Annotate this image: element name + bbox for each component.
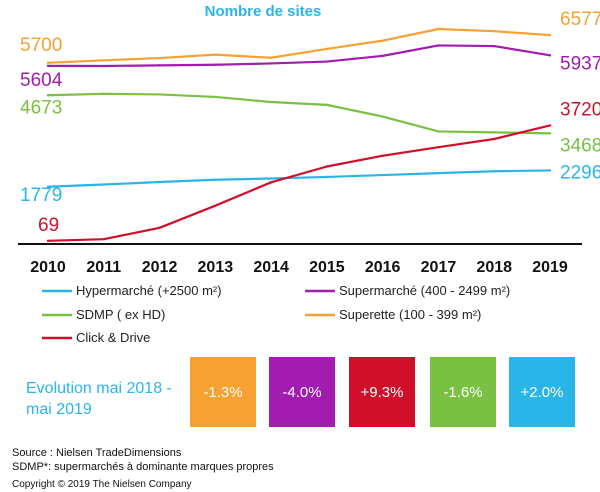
data-point-supermarch-400-2499-m-2014 (269, 62, 273, 65)
data-point-superette-100-399-m-2013 (214, 53, 217, 56)
x-tick-2016: 2016 (365, 259, 401, 276)
x-tick-2013: 2013 (198, 259, 234, 276)
line-chart: Nombre de sites 1779 2296 5604 5937 4673 3468… (18, 3, 600, 345)
legend-label-sdmp-ex-hd: SDMP ( ex HD) (76, 307, 165, 322)
data-point-supermarch-400-2499-m-2015 (325, 60, 329, 63)
evolution-label: Evolution mai 2018 - mai 2019 (26, 380, 172, 418)
end-label-superette-100-399-m: 6577 (560, 9, 600, 30)
data-point-sdmp-ex-hd-2011 (102, 92, 105, 96)
x-tick-2012: 2012 (142, 259, 178, 276)
data-point-click-drive-2019 (548, 124, 552, 127)
data-point-supermarch-400-2499-m-2016 (381, 54, 384, 58)
data-point-hypermarch-2500-m-2012 (158, 180, 161, 184)
data-point-click-drive-2012 (158, 226, 161, 230)
data-point-superette-100-399-m-2016 (381, 39, 384, 42)
end-label-click-drive: 3720 (560, 99, 600, 120)
data-point-click-drive-2013 (214, 204, 217, 207)
start-label-supermarch-400-2499-m: 5604 (20, 70, 63, 91)
evolution-box-1: -1.3% (190, 357, 256, 427)
data-point-hypermarch-2500-m-2013 (214, 178, 217, 181)
source-note: Source : Nielsen TradeDimensions (12, 447, 182, 459)
data-point-supermarch-400-2499-m-2010 (46, 64, 50, 68)
data-point-sdmp-ex-hd-2010 (46, 94, 50, 97)
start-label-click-drive: 69 (38, 215, 59, 236)
data-point-sdmp-ex-hd-2015 (325, 103, 329, 107)
x-tick-2015: 2015 (309, 259, 345, 276)
data-point-hypermarch-2500-m-2011 (102, 183, 105, 186)
legend-label-supermarch-400-2499-m: Supermarché (400 - 2499 m²) (339, 283, 510, 298)
x-tick-2018: 2018 (476, 259, 512, 276)
data-point-supermarch-400-2499-m-2018 (493, 44, 496, 48)
data-point-sdmp-ex-hd-2013 (214, 95, 217, 99)
series-line-superette-100-399-m (47, 27, 551, 64)
x-tick-2014: 2014 (253, 259, 289, 276)
data-point-sdmp-ex-hd-2017 (437, 130, 440, 133)
data-point-superette-100-399-m-2010 (46, 61, 50, 65)
data-point-click-drive-2017 (437, 146, 440, 149)
data-point-click-drive-2010 (46, 239, 50, 243)
data-point-hypermarch-2500-m-2019 (548, 169, 552, 172)
x-tick-2017: 2017 (421, 259, 457, 276)
evolution-box-2: -4.0% (269, 357, 335, 427)
data-point-supermarch-400-2499-m-2011 (102, 64, 105, 68)
data-point-click-drive-2018 (493, 137, 496, 141)
x-tick-2010: 2010 (30, 259, 66, 276)
data-point-click-drive-2016 (381, 154, 384, 157)
series-line-click-drive (47, 124, 551, 242)
data-point-hypermarch-2500-m-2017 (437, 171, 440, 175)
x-tick-2019: 2019 (532, 259, 568, 276)
end-label-hypermarch-2500-m: 2296 (560, 162, 600, 183)
data-point-supermarch-400-2499-m-2019 (548, 54, 552, 57)
end-label-supermarch-400-2499-m: 5937 (560, 53, 600, 74)
data-point-superette-100-399-m-2019 (548, 33, 552, 37)
chart-title: Nombre de sites (205, 3, 322, 20)
data-point-superette-100-399-m-2012 (158, 56, 161, 60)
data-point-superette-100-399-m-2017 (437, 27, 440, 31)
series-line-sdmp-ex-hd (47, 92, 551, 135)
evolution-box-3: +9.3% (349, 357, 415, 427)
data-point-superette-100-399-m-2014 (269, 56, 273, 59)
series-line-supermarch-400-2499-m (47, 44, 551, 68)
data-point-hypermarch-2500-m-2010 (46, 185, 50, 188)
data-point-click-drive-2011 (102, 238, 105, 241)
legend: Hypermarché (+2500 m²) Supermarché (400 -… (42, 283, 510, 345)
data-point-click-drive-2015 (325, 165, 329, 168)
x-tick-2011: 2011 (86, 259, 121, 276)
data-point-sdmp-ex-hd-2012 (158, 93, 161, 96)
data-point-sdmp-ex-hd-2019 (548, 132, 552, 135)
evolution-box-4: -1.6% (430, 357, 496, 427)
legend-label-hypermarch-2500-m: Hypermarché (+2500 m²) (76, 283, 222, 298)
data-point-hypermarch-2500-m-2014 (269, 177, 273, 180)
copyright-note: Copyright © 2019 The Nielsen Company (12, 479, 192, 490)
series-line-hypermarch-2500-m (47, 169, 551, 188)
start-label-superette-100-399-m: 5700 (20, 35, 62, 56)
evolution-box-5: +2.0% (509, 357, 575, 427)
data-point-superette-100-399-m-2015 (325, 47, 329, 51)
data-point-click-drive-2014 (269, 181, 273, 184)
data-point-sdmp-ex-hd-2018 (493, 131, 496, 134)
series-labels: 1779 2296 5604 5937 4673 3468 5700 6577 69 3720 (20, 9, 600, 236)
end-label-sdmp-ex-hd: 3468 (560, 135, 600, 156)
legend-label-click-drive: Click & Drive (76, 330, 150, 345)
sdmp-note: SDMP*: supermarchés à dominante marques … (12, 461, 274, 473)
x-tick-labels: 2010 2011 2012 2013 2014 2015 2016 2017 2018 2019 (30, 259, 568, 276)
data-point-supermarch-400-2499-m-2013 (214, 63, 217, 66)
legend-label-superette-100-399-m: Superette (100 - 399 m²) (339, 307, 481, 322)
data-point-sdmp-ex-hd-2014 (269, 100, 273, 104)
data-point-hypermarch-2500-m-2016 (381, 173, 384, 177)
start-label-sdmp-ex-hd: 4673 (20, 97, 62, 118)
data-point-hypermarch-2500-m-2018 (493, 170, 496, 173)
data-point-sdmp-ex-hd-2016 (381, 115, 384, 118)
data-point-supermarch-400-2499-m-2012 (158, 64, 161, 67)
data-point-superette-100-399-m-2011 (102, 59, 105, 62)
data-point-supermarch-400-2499-m-2017 (437, 44, 440, 47)
start-label-hypermarch-2500-m: 1779 (20, 185, 62, 206)
series-lines (46, 27, 552, 243)
data-point-hypermarch-2500-m-2015 (325, 175, 329, 179)
data-point-superette-100-399-m-2018 (493, 30, 496, 33)
